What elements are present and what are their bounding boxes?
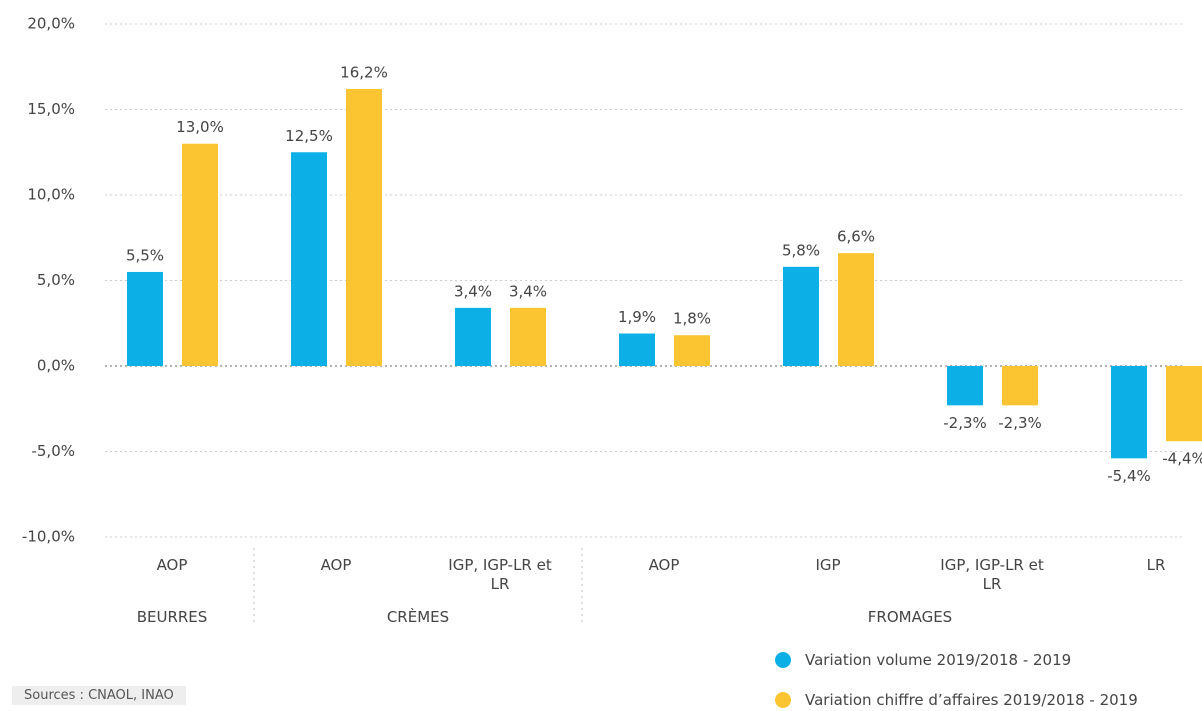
bar xyxy=(455,307,491,366)
bar xyxy=(1166,366,1202,442)
y-tick-label: 15,0% xyxy=(27,100,75,118)
value-label: 3,4% xyxy=(509,282,547,300)
x-tick-label: AOP xyxy=(156,556,188,574)
y-tick-label: 10,0% xyxy=(27,186,75,204)
bar xyxy=(1111,366,1147,459)
value-label: 5,5% xyxy=(126,246,164,264)
value-label: 3,4% xyxy=(454,282,492,300)
bar xyxy=(510,307,546,366)
x-tick-label: IGP, IGP-LR et LR xyxy=(940,556,1044,593)
value-label: 16,2% xyxy=(340,63,388,81)
value-label: 12,5% xyxy=(285,127,333,145)
bar xyxy=(182,143,218,366)
y-tick-label: -10,0% xyxy=(22,528,75,546)
x-tick-label: IGP xyxy=(815,556,841,574)
legend-swatch xyxy=(775,652,791,668)
group-label: CRÈMES xyxy=(386,608,450,626)
x-tick-label: AOP xyxy=(320,556,352,574)
legend-swatch xyxy=(775,692,791,708)
source: Sources : CNAOL, INAO xyxy=(12,686,186,705)
value-label: 5,8% xyxy=(782,241,820,259)
y-tick-label: -5,0% xyxy=(31,442,75,460)
y-tick-label: 5,0% xyxy=(37,271,75,289)
x-tick-label: AOP xyxy=(648,556,680,574)
value-label: -2,3% xyxy=(998,414,1042,432)
bar xyxy=(838,253,874,366)
group-label: BEURRES xyxy=(136,608,208,626)
bar xyxy=(674,335,710,366)
bar xyxy=(291,152,327,366)
bar xyxy=(783,266,819,366)
x-tick-label: LR xyxy=(1146,556,1166,574)
legend-label: Variation volume 2019/2018 - 2019 xyxy=(805,651,1072,669)
y-tick-label: 20,0% xyxy=(27,15,75,33)
bar xyxy=(619,333,655,366)
legend-item: Variation volume 2019/2018 - 2019 xyxy=(775,651,1071,669)
value-label: -4,4% xyxy=(1162,450,1202,468)
value-label: -2,3% xyxy=(943,414,987,432)
bar xyxy=(127,271,163,366)
bar xyxy=(947,366,983,406)
value-label: 1,9% xyxy=(618,308,656,326)
bar xyxy=(1002,366,1038,406)
value-label: 1,8% xyxy=(673,310,711,328)
value-label: -5,4% xyxy=(1107,467,1151,485)
bar xyxy=(346,88,382,366)
value-label: 13,0% xyxy=(176,118,224,136)
y-tick-label: 0,0% xyxy=(37,357,75,375)
value-label: 6,6% xyxy=(837,228,875,246)
legend-label: Variation chiffre d’affaires 2019/2018 -… xyxy=(805,691,1138,709)
legend-item: Variation chiffre d’affaires 2019/2018 -… xyxy=(775,691,1138,709)
group-label: FROMAGES xyxy=(867,608,953,626)
x-tick-label: IGP, IGP-LR et LR xyxy=(448,556,552,593)
